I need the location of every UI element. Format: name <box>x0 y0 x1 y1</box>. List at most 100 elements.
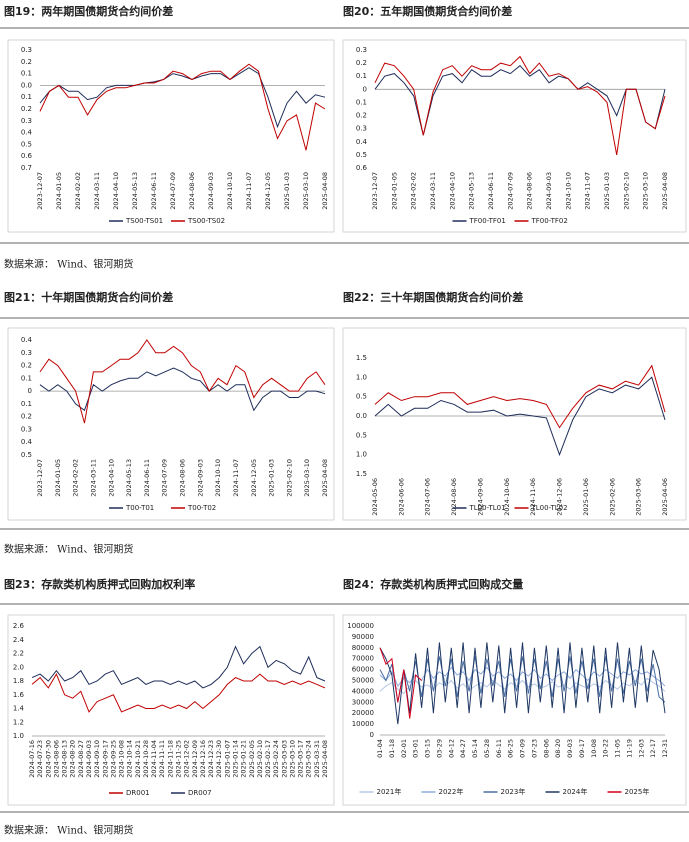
y-tick-label: 0.3 <box>21 425 32 433</box>
x-tick-label: 2024-05-06 <box>371 478 379 516</box>
series-line <box>31 672 326 713</box>
x-tick-label: 06-11 <box>495 739 503 758</box>
x-tick-label: 04-12 <box>447 739 455 758</box>
x-tick-label: 04-27 <box>459 739 467 758</box>
series-line <box>39 67 326 129</box>
x-tick-label: 2025-04-08 <box>321 172 329 210</box>
x-tick-label: 2024-12-23 <box>207 740 215 778</box>
legend-label: TL00-TL01 <box>469 504 506 512</box>
y-tick-label: 0.0 <box>21 81 32 89</box>
y-tick-label: 0.1 <box>21 400 32 408</box>
y-tick-label: 0.3 <box>356 125 367 133</box>
x-tick-label: 2024-09-03 <box>207 172 215 210</box>
x-tick-label: 2024-02-02 <box>74 172 82 210</box>
y-tick-label: 0.1 <box>21 374 32 382</box>
x-tick-label: 2024-12-06 <box>556 478 564 516</box>
x-tick-label: 2024-07-09 <box>506 172 514 210</box>
x-tick-label: 09-03 <box>566 739 574 758</box>
x-tick-label: 2024-09-03 <box>545 172 553 210</box>
legend-label: TF00-TF02 <box>531 217 568 225</box>
x-tick-label: 2024-06-11 <box>487 172 495 210</box>
x-tick-label: 2025-04-08 <box>321 459 329 497</box>
y-tick-label: 0.7 <box>21 164 32 172</box>
x-tick-label: 2024-11-07 <box>232 459 240 497</box>
x-tick-label: 2025-03-10 <box>288 740 296 778</box>
x-tick-label: 2025-04-08 <box>661 172 669 210</box>
x-tick-label: 2024-10-06 <box>503 478 511 516</box>
y-tick-label: 80000 <box>352 644 374 652</box>
y-tick-label: 0.1 <box>356 72 367 80</box>
y-tick-label: 0.2 <box>21 362 32 370</box>
x-tick-label: 2024-08-06 <box>450 478 458 516</box>
y-tick-label: 1.8 <box>13 677 24 685</box>
x-tick-label: 2024-04-10 <box>112 172 120 210</box>
x-tick-label: 08-20 <box>554 739 562 758</box>
x-tick-label: 03-01 <box>412 739 420 758</box>
y-tick-label: 0.0 <box>356 412 367 420</box>
x-tick-label: 2024-09-06 <box>476 478 484 516</box>
x-tick-label: 2024-05-13 <box>125 459 133 497</box>
x-tick-label: 2025-01-03 <box>268 459 276 497</box>
x-tick-label: 2025-02-05 <box>248 740 256 778</box>
legend-label: 2022年 <box>439 787 464 796</box>
x-tick-label: 2025-03-06 <box>635 478 643 516</box>
x-tick-label: 2025-01-14 <box>231 740 239 778</box>
figure-caption: 图19：两年期国债期货合约间价差 <box>4 4 173 18</box>
y-tick-label: 1.4 <box>13 705 25 713</box>
x-tick-label: 01-18 <box>388 739 396 758</box>
y-tick-label: 2.6 <box>13 622 25 630</box>
chart-frame <box>342 39 687 233</box>
y-tick-label: 1.5 <box>356 470 367 478</box>
x-tick-label: 2025-03-17 <box>297 740 305 778</box>
x-tick-label: 2024-03-11 <box>429 172 437 210</box>
y-tick-label: 1.0 <box>356 451 367 459</box>
x-tick-label: 2024-12-02 <box>183 740 191 778</box>
x-tick-label: 10-08 <box>590 739 598 758</box>
x-tick-label: 2025-03-10 <box>303 459 311 497</box>
legend-label: T00-T01 <box>125 504 154 512</box>
x-tick-label: 2023-12-07 <box>371 172 379 210</box>
legend-label: DR001 <box>126 789 150 797</box>
legend-label: DR007 <box>188 789 212 797</box>
y-tick-label: 0.3 <box>21 46 32 54</box>
x-tick-label: 09-17 <box>578 739 586 758</box>
y-tick-label: 0.2 <box>21 413 32 421</box>
x-tick-label: 2024-11-07 <box>245 172 253 210</box>
x-tick-label: 2024-07-06 <box>424 478 432 516</box>
x-tick-label: 2024-11-04 <box>150 740 158 778</box>
legend-label: TS00-TS02 <box>187 217 225 225</box>
x-tick-label: 2025-02-17 <box>264 740 272 778</box>
chart-frame <box>342 327 687 521</box>
y-tick-label: 90000 <box>352 633 374 641</box>
y-tick-label: 1.2 <box>13 718 24 726</box>
y-tick-label: 0.1 <box>21 93 32 101</box>
y-tick-label: 0 <box>370 731 374 739</box>
y-tick-label: 1.0 <box>356 373 367 381</box>
y-tick-label: 0.2 <box>21 58 32 66</box>
y-tick-label: 0.3 <box>356 46 367 54</box>
x-tick-label: 2024-06-11 <box>150 172 158 210</box>
x-tick-label: 2024-02-02 <box>72 459 80 497</box>
series-line <box>379 656 666 703</box>
x-tick-label: 11-19 <box>625 739 633 758</box>
series-line <box>379 666 666 687</box>
figure-caption: 图21：十年期国债期货合约间价差 <box>4 290 173 304</box>
x-tick-label: 12-31 <box>661 739 669 758</box>
x-tick-label: 2024-10-21 <box>134 740 142 778</box>
legend-label: TL00-TL02 <box>531 504 568 512</box>
y-tick-label: 0.5 <box>356 151 367 159</box>
chart-frame <box>342 614 687 806</box>
y-tick-label: 0.3 <box>21 117 32 125</box>
x-tick-label: 2025-02-10 <box>285 459 293 497</box>
x-tick-label: 2025-01-06 <box>582 478 590 516</box>
x-tick-label: 2024-01-05 <box>55 172 63 210</box>
x-tick-label: 2024-08-06 <box>526 172 534 210</box>
x-tick-label: 2023-12-07 <box>36 459 44 497</box>
x-tick-label: 2024-11-06 <box>529 478 537 516</box>
legend-label: 2021年 <box>377 787 402 796</box>
series-line <box>374 364 666 429</box>
x-tick-label: 2024-08-27 <box>77 740 85 778</box>
source-note: 数据来源： Wind、银河期货 <box>4 543 133 556</box>
chart-frame <box>7 327 335 521</box>
